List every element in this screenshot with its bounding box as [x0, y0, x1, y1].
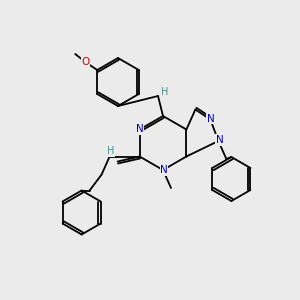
Text: O: O	[81, 57, 89, 67]
Text: H: H	[161, 87, 169, 97]
Text: H: H	[107, 146, 114, 157]
Text: N: N	[136, 124, 143, 134]
Text: N: N	[160, 165, 168, 175]
Text: N: N	[215, 135, 223, 145]
Text: N: N	[206, 113, 214, 124]
